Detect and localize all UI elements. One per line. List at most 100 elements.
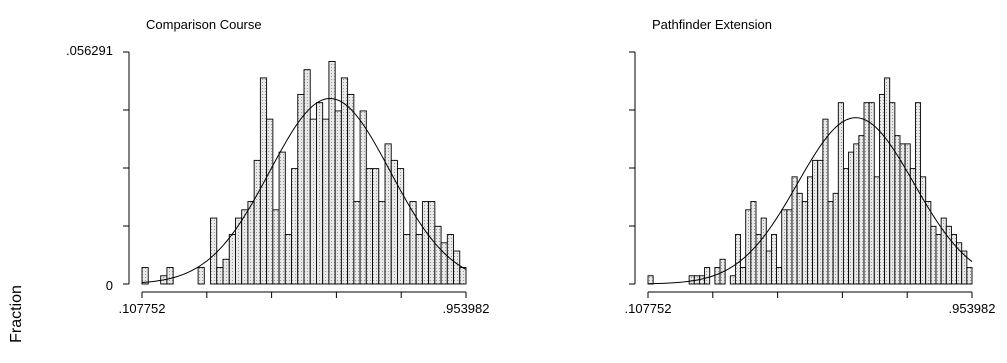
histogram-bar: [247, 201, 255, 285]
histogram-bar: [297, 93, 305, 285]
histogram-bar: [340, 77, 349, 285]
histogram-bar: [734, 234, 742, 285]
histogram-bar: [776, 267, 783, 285]
histogram-bar: [863, 102, 870, 285]
x-tick-label-min: .107752: [625, 301, 672, 316]
histogram-bar: [755, 234, 762, 285]
histogram-bar: [428, 201, 436, 285]
histogram-bar: [266, 118, 274, 285]
histogram-bar: [241, 209, 249, 285]
histogram-bar: [253, 159, 261, 285]
histogram-bar: [817, 159, 824, 285]
histogram-bar: [729, 275, 736, 285]
histogram-bar: [365, 168, 373, 285]
histogram-bar: [647, 275, 654, 285]
histogram-bar: [453, 250, 461, 285]
histogram-bar: [278, 151, 286, 285]
histogram-bar: [909, 168, 916, 285]
histogram-bar: [353, 201, 361, 285]
histogram-bar: [459, 267, 467, 285]
x-tick-label-min: .107752: [119, 301, 166, 316]
histogram-bar: [714, 267, 721, 285]
histogram-bar: [791, 176, 798, 285]
histogram-bar: [228, 234, 236, 285]
y-tick-label-top: .056291: [66, 43, 113, 58]
histogram-bar: [837, 102, 844, 285]
histogram-bar: [786, 209, 793, 285]
histogram-bar: [316, 102, 324, 285]
histogram-bar: [166, 267, 174, 285]
histogram-bar: [372, 168, 380, 285]
panel-title: Comparison Course: [146, 17, 262, 32]
histogram-bar: [827, 201, 834, 285]
histogram-bar: [384, 143, 392, 285]
histogram-bar: [688, 275, 695, 285]
histogram-bar: [812, 159, 819, 285]
histogram-bar: [397, 168, 405, 285]
histogram-bar: [832, 192, 839, 285]
histogram-bar: [222, 258, 230, 285]
histogram-bar: [259, 77, 268, 285]
histogram-bar: [359, 110, 367, 285]
histogram-bar: [415, 234, 423, 285]
histogram-bar: [873, 176, 880, 285]
histogram-bar: [801, 201, 808, 285]
histogram-bar: [334, 110, 342, 285]
histogram-bar: [760, 217, 767, 285]
normal-density-curve: [141, 98, 467, 284]
histogram-bar: [796, 192, 803, 285]
histogram-bar: [899, 143, 906, 285]
histogram-bar: [216, 267, 224, 285]
histogram-bar: [935, 234, 942, 285]
histogram-bar: [309, 118, 317, 285]
y-tick-label-zero: 0: [106, 278, 113, 293]
histogram-bar: [925, 201, 932, 285]
histogram-bar: [272, 209, 280, 285]
histogram-bar: [197, 267, 205, 285]
histogram-bar: [740, 267, 747, 285]
histogram-bar: [704, 267, 711, 285]
histogram-bar: [966, 267, 973, 285]
shared-y-axis-label: Fraction: [8, 285, 25, 343]
histogram-bar: [750, 201, 757, 285]
histogram-bar: [878, 93, 886, 285]
histogram-bar: [210, 217, 218, 285]
histogram-bar: [403, 234, 411, 285]
histogram-bar: [291, 168, 299, 285]
histogram-bar: [868, 102, 875, 285]
x-tick-label-max: .953982: [949, 301, 996, 316]
normal-density-curve: [647, 117, 973, 285]
histogram-bar: [434, 225, 442, 285]
histogram-bar: [440, 242, 448, 285]
histogram-bar: [884, 77, 891, 285]
panel-pathfinder-extension: Pathfinder Extension .107752 .953982: [625, 17, 996, 316]
panel-comparison-course: Comparison Course .056291 0 .107752 .953…: [66, 17, 490, 316]
histogram-bar: [141, 267, 149, 285]
histogram-bar: [842, 168, 850, 285]
histogram-bar: [347, 93, 355, 285]
histogram-bar: [806, 176, 814, 285]
x-tick-label-max: .953982: [443, 301, 490, 316]
histogram-bar: [781, 209, 788, 285]
histogram-bar: [421, 201, 430, 285]
histogram-bar: [378, 201, 386, 285]
histogram-bar: [770, 234, 778, 285]
histogram-bar: [904, 143, 911, 285]
panel-title: Pathfinder Extension: [652, 17, 772, 32]
histogram-bar: [745, 209, 752, 285]
histogram-bar: [853, 143, 860, 285]
histogram-bar: [284, 234, 292, 285]
histogram-bar: [303, 69, 311, 285]
histogram-bar: [956, 242, 963, 285]
histogram-bar: [889, 102, 896, 285]
histogram-bar: [848, 151, 855, 285]
histogram-bar: [858, 135, 865, 285]
histogram-bar: [765, 250, 772, 285]
histogram-bar: [409, 201, 417, 285]
histogram-bar: [822, 118, 829, 285]
histogram-bar: [930, 225, 937, 285]
histogram-bar: [920, 176, 927, 285]
histogram-bar: [328, 60, 336, 285]
histogram-bar: [322, 118, 330, 285]
